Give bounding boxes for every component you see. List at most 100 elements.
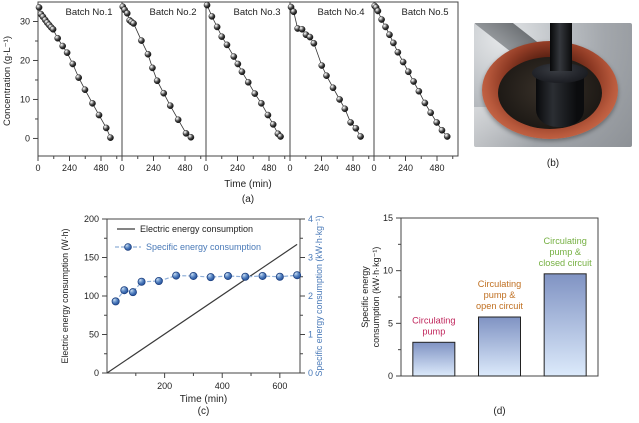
legend-marker-specific <box>124 243 132 251</box>
caption-a: (a) <box>241 194 255 205</box>
data-point <box>258 100 265 107</box>
data-point <box>182 130 190 137</box>
data-point <box>277 133 284 140</box>
data-point <box>433 119 441 126</box>
data-point <box>223 271 232 280</box>
caption-b: (b) <box>546 158 560 169</box>
data-point <box>405 68 412 76</box>
left-y-tick-label: 150 <box>84 253 99 263</box>
y-tick-label: 5 <box>388 318 393 328</box>
apparatus-photo <box>474 23 632 147</box>
panel-c: 0 50 100 150 200 0 1 2 3 4 200 400 600 Electric energ… <box>60 208 380 407</box>
data-point <box>174 116 182 124</box>
x-tick-label: 0 <box>203 163 208 173</box>
data-point <box>382 23 389 31</box>
data-point <box>399 58 407 66</box>
data-point <box>347 119 354 126</box>
legend-label-specific: Specific energy consumption <box>146 242 261 252</box>
right-y-tick-label: 3 <box>308 253 313 263</box>
x-tick-label: 480 <box>261 163 276 173</box>
data-point <box>75 74 82 81</box>
a-x-axis-label: Time (min) <box>224 179 271 190</box>
d-y-axis-label-line2: consumption (kW·h·kg⁻¹) <box>371 247 381 348</box>
data-point <box>95 111 103 119</box>
data-point <box>149 64 156 72</box>
data-point <box>264 111 272 119</box>
left-y-tick-label: 50 <box>89 330 99 340</box>
x-tick-label: 0 <box>35 163 40 173</box>
right-y-tick-label: 0 <box>308 368 313 378</box>
bar-label: Circulating <box>478 279 521 289</box>
batch-label: Batch No.5 <box>402 7 449 18</box>
data-point <box>144 50 152 58</box>
right-y-tick-label: 4 <box>308 214 313 224</box>
x-tick-label: 240 <box>146 163 161 173</box>
bar-label: pump <box>422 326 445 336</box>
data-point <box>293 271 302 280</box>
data-point <box>49 25 57 33</box>
panel-d: 0 5 10 15 Circulating pump Circulating pump & op… <box>360 208 639 407</box>
data-point <box>352 125 360 132</box>
data-point <box>275 272 284 281</box>
data-point <box>251 90 259 97</box>
data-point <box>421 99 429 107</box>
data-point <box>166 102 174 110</box>
data-point <box>230 53 238 60</box>
data-point <box>172 271 181 280</box>
caption-d: (d) <box>493 406 506 417</box>
data-point <box>394 48 402 56</box>
electrode-cap <box>532 63 588 83</box>
data-point <box>427 109 435 117</box>
data-point <box>329 84 337 92</box>
bar-label: Circulating <box>543 236 586 246</box>
bar <box>412 341 456 377</box>
y-tick-label: 30 <box>20 16 30 26</box>
y-tick-label: 0 <box>25 133 30 143</box>
data-point <box>160 89 168 97</box>
left-y-tick-label: 200 <box>84 214 99 224</box>
x-tick-label: 240 <box>398 163 413 173</box>
c-right-y-axis-label: Specific energy consumption (kW·h·kg⁻¹) <box>314 215 324 376</box>
data-point <box>102 124 110 132</box>
data-point <box>443 133 451 140</box>
energy-chart-svg: 0 50 100 150 200 0 1 2 3 4 200 400 600 Electric energ… <box>60 214 324 405</box>
stir-rod <box>550 23 572 71</box>
c-left-y-axis-label: Electric energy consumption (W·h) <box>60 228 70 363</box>
bar <box>478 316 521 377</box>
legend-label-electric: Electric energy consumption <box>140 224 253 234</box>
caption-c: (c) <box>197 406 210 417</box>
x-tick-label: 0 <box>287 163 292 173</box>
data-point <box>54 34 61 42</box>
data-point <box>306 33 314 41</box>
data-point <box>154 276 163 285</box>
y-tick-label: 10 <box>383 266 393 276</box>
data-point <box>323 72 330 79</box>
data-point <box>63 49 71 56</box>
data-point <box>374 7 382 15</box>
left-y-tick-label: 0 <box>94 368 99 378</box>
x-tick-label: 240 <box>314 163 329 173</box>
x-tick-label: 400 <box>215 381 230 391</box>
x-tick-label: 600 <box>272 381 287 391</box>
data-point <box>111 297 120 306</box>
data-point <box>298 25 306 33</box>
x-tick-label: 240 <box>62 163 77 173</box>
y-tick-label: 0 <box>388 371 393 381</box>
panel-a: 0 10 20 30 0 240 480 Batch No.1 0 240 480 Batch No.… <box>0 0 470 192</box>
x-tick-label: 200 <box>157 381 172 391</box>
y-tick-label: 20 <box>20 55 30 65</box>
d-y-axis-label-line1: Specific energy <box>360 266 370 328</box>
data-point <box>89 100 96 107</box>
y-tick-label: 10 <box>20 94 30 104</box>
data-point <box>123 10 131 17</box>
data-point <box>244 79 252 86</box>
data-point <box>415 87 423 95</box>
data-point <box>130 20 137 27</box>
data-point <box>189 271 198 280</box>
batch-label: Batch No.4 <box>318 7 365 18</box>
data-point <box>269 121 277 128</box>
data-point <box>107 134 114 141</box>
batch-label: Batch No.1 <box>66 7 113 18</box>
data-point <box>218 33 226 40</box>
data-point <box>241 272 250 281</box>
